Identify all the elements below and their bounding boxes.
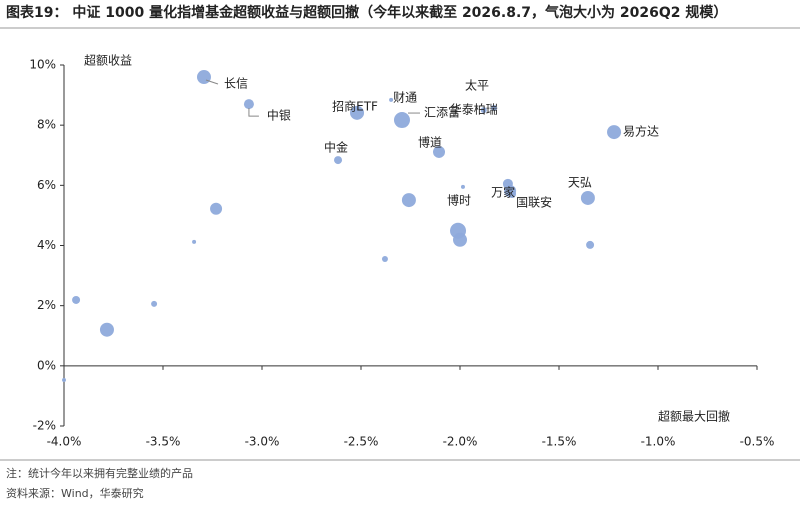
bubble-label: 万家 [491, 185, 515, 200]
bubble-label: 长信 [224, 77, 248, 91]
bubble [350, 105, 365, 120]
x-tick-label: -1.5% [542, 435, 577, 449]
bubble [389, 97, 394, 102]
bubble-label: 华泰柏瑞 [450, 102, 498, 117]
x-tick-label: -4.0% [47, 435, 82, 449]
x-tick-label: -1.0% [641, 435, 676, 449]
x-tick-label: -3.0% [245, 435, 280, 449]
x-tick-label: -2.5% [344, 435, 379, 449]
y-tick-label: 4% [37, 238, 56, 252]
bubble [196, 70, 211, 85]
bubble [393, 112, 410, 129]
leader-line [205, 79, 219, 85]
bubble [491, 105, 498, 112]
bubble [401, 193, 416, 208]
bubble [586, 240, 595, 249]
bubble [480, 107, 487, 114]
bubble-label: 财通 [393, 90, 417, 104]
bubble [381, 256, 388, 263]
x-axis-title: 超额最大回撤 [658, 409, 730, 424]
bubble-label: 博时 [447, 192, 471, 207]
x-tick-label: -2.0% [443, 435, 478, 449]
chart-title: 图表19： 中证 1000 量化指增基金超额收益与超额回撤（今年以来截至 202… [6, 4, 727, 21]
bubble [580, 190, 595, 205]
bubble-label: 博道 [418, 134, 442, 149]
x-tick-label: -3.5% [146, 435, 181, 449]
y-tick-label: 0% [37, 358, 56, 372]
bubble-label: 汇添富 [424, 105, 460, 120]
bubble-label: 中银 [267, 108, 291, 123]
bubble [62, 377, 66, 382]
y-tick-label: 2% [37, 298, 56, 312]
bubble [460, 184, 465, 189]
bubble [243, 99, 254, 110]
bubble-label: 招商ETF [332, 98, 378, 113]
y-tick-label: 10% [29, 58, 56, 72]
bubble-label: 天弘 [568, 175, 592, 189]
bubble [433, 145, 446, 158]
bubble-label: 太平 [465, 78, 489, 93]
bubble [151, 300, 158, 307]
bubble [210, 202, 223, 215]
bubble [453, 232, 467, 247]
note: 注：统计今年以来拥有完整业绩的产品 [6, 466, 193, 480]
bubble [192, 239, 197, 244]
y-tick-label: 6% [37, 178, 56, 192]
bubble [334, 156, 343, 165]
y-tick-label: -2% [33, 419, 56, 433]
y-tick-label: 8% [37, 118, 56, 132]
x-tick-label: -0.5% [740, 435, 775, 449]
bubble [508, 190, 517, 199]
bubble-label: 国联安 [516, 195, 552, 210]
bubble [99, 322, 114, 337]
y-axis-title: 超额收益 [84, 53, 132, 68]
bubble [72, 295, 81, 304]
leader-line [248, 108, 259, 117]
bubble-label: 易方达 [623, 124, 659, 139]
bubble-label: 中金 [324, 140, 348, 155]
bubble [607, 125, 622, 140]
source: 资料来源：Wind，华泰研究 [6, 486, 144, 500]
